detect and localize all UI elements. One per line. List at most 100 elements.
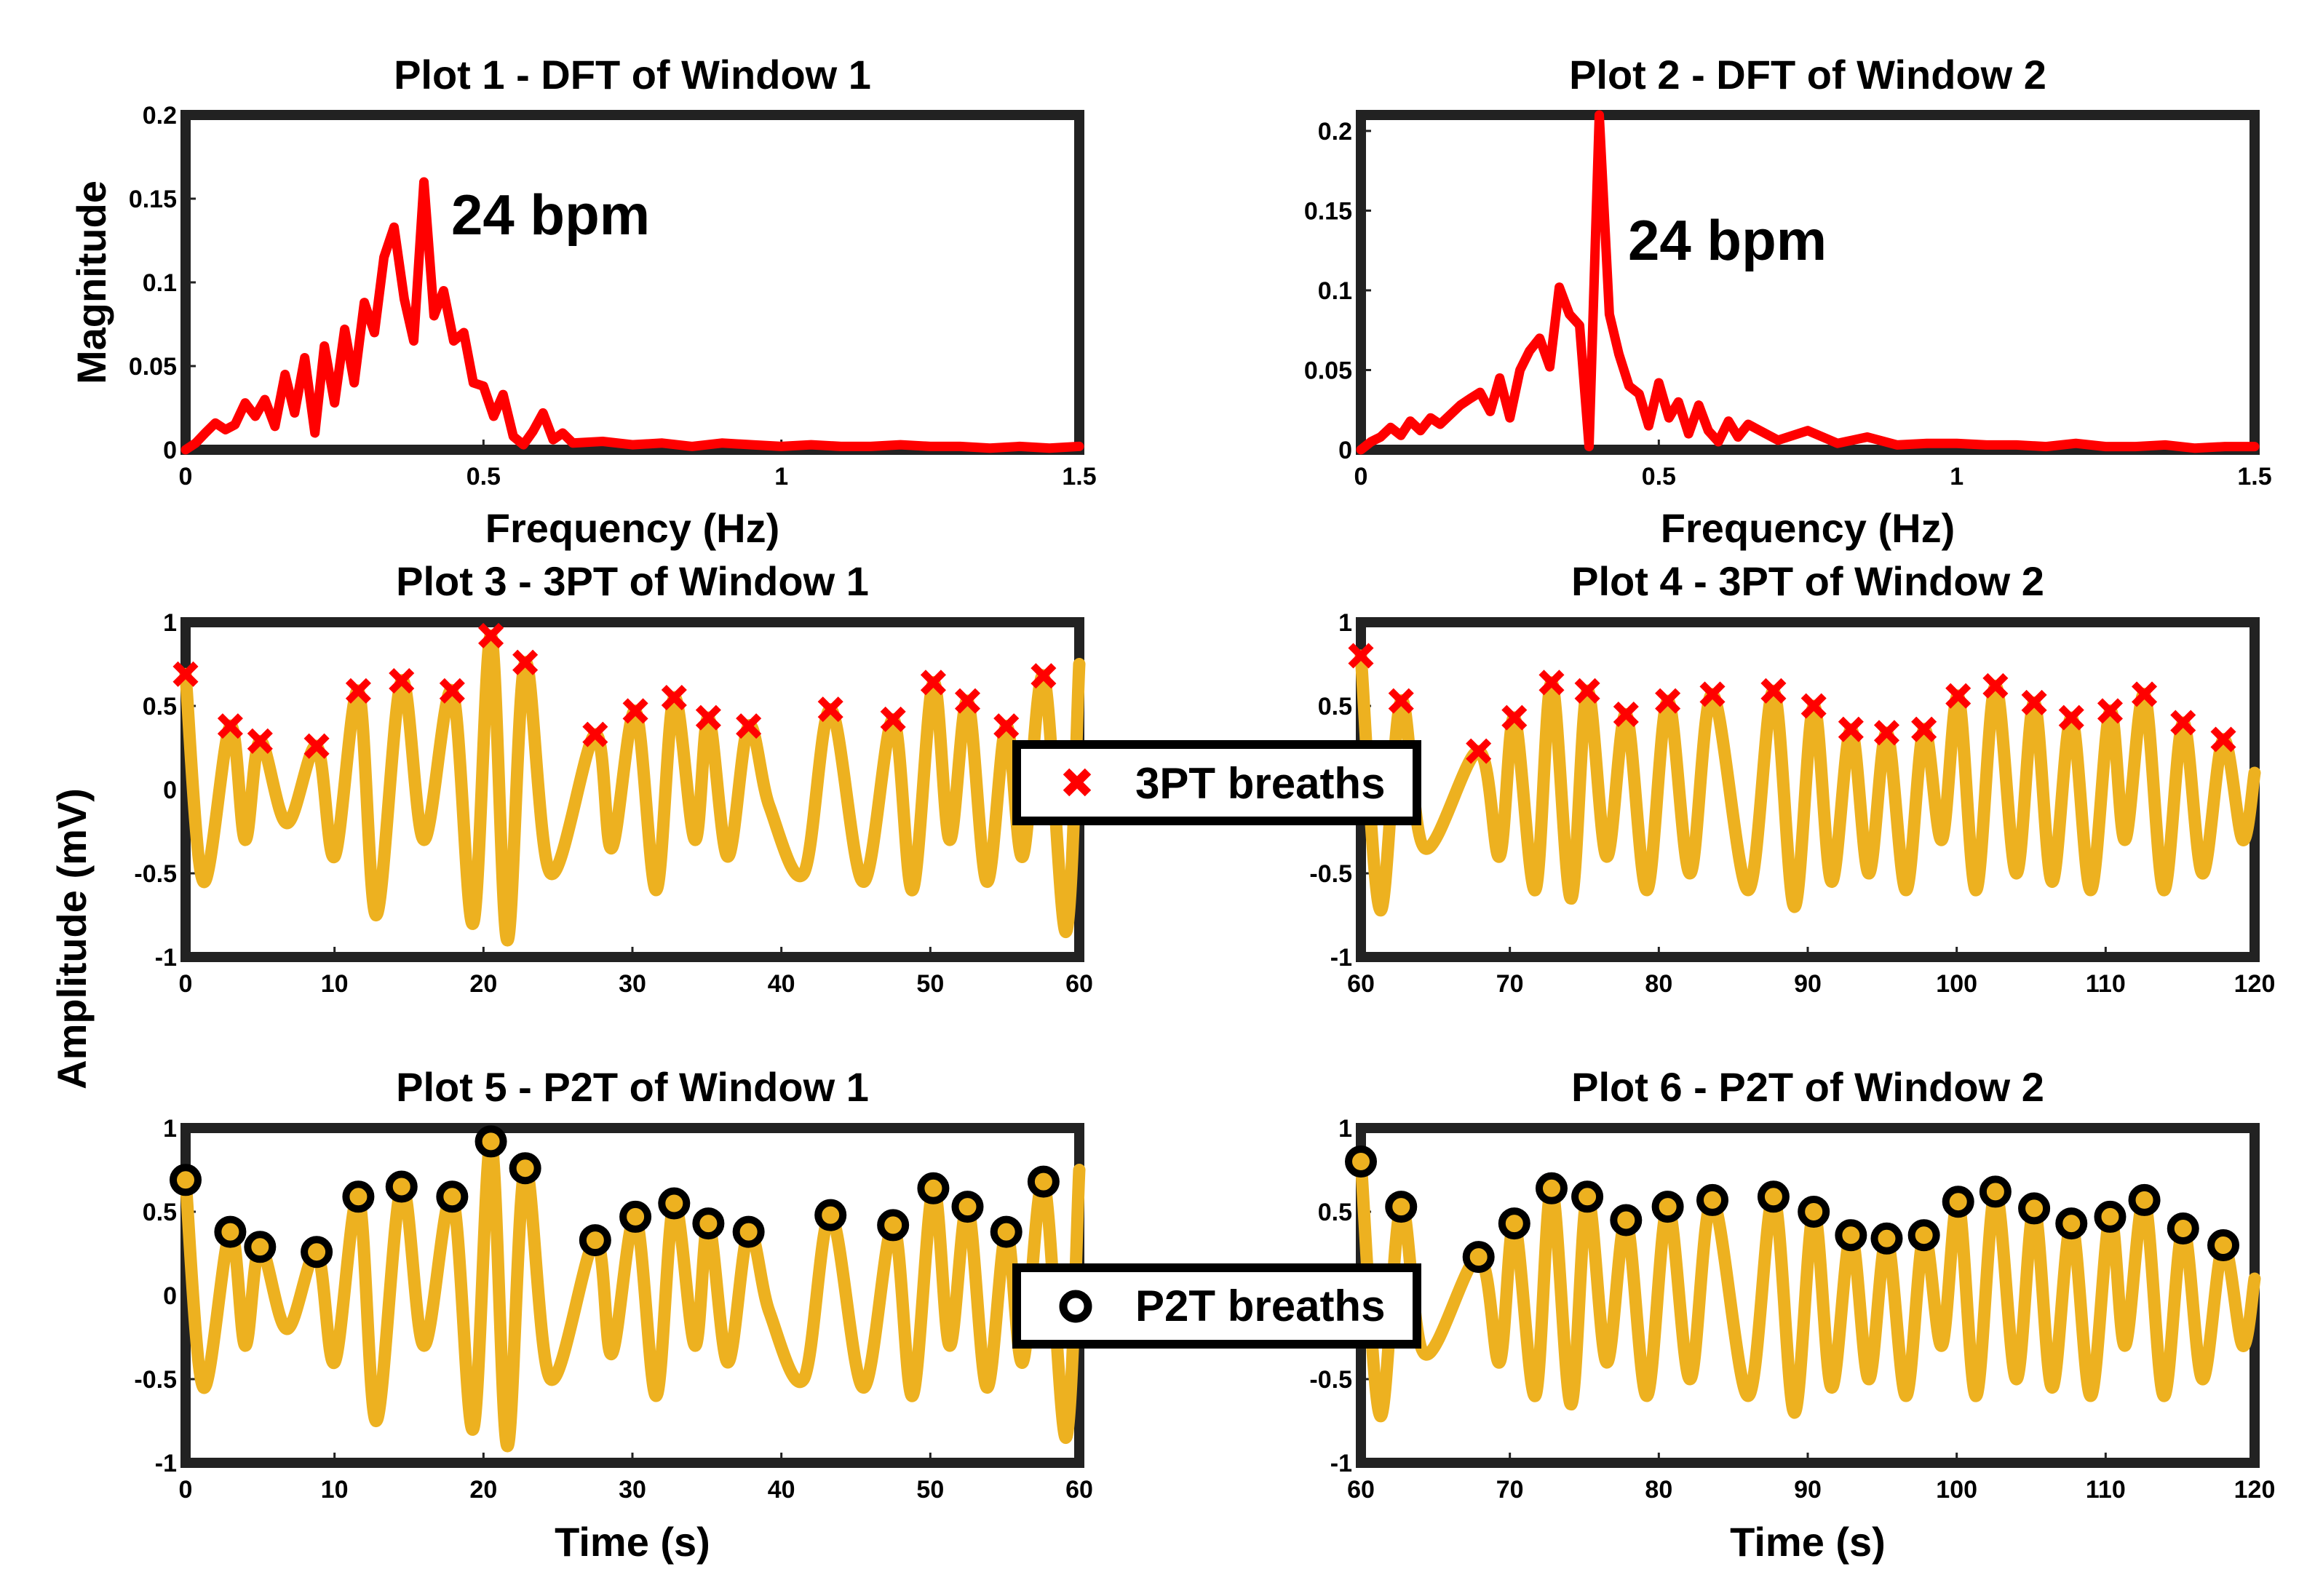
plot6-ytick-label: 1	[1338, 1115, 1352, 1143]
plot3-breath-x-marker	[1031, 663, 1057, 689]
plot2-ytick-label: 0.05	[1304, 357, 1352, 384]
plot3-breath-x-marker	[880, 706, 906, 732]
plot6-xlabel: Time (s)	[1730, 1519, 1886, 1565]
plot6-ytick-label: -0.5	[1309, 1366, 1352, 1394]
plot5-breath-o-marker	[244, 1231, 277, 1263]
plot2-ytick-label: 0	[1338, 437, 1352, 464]
plot6-title: Plot 6 - P2T of Window 2	[1571, 1064, 2044, 1110]
plot3-breath-x-marker	[622, 698, 648, 724]
plot3-breath-x-marker	[247, 728, 273, 754]
plot6-breath-o-marker	[1696, 1183, 1729, 1216]
plot5-xtick-label: 50	[916, 1476, 944, 1504]
plot2-ytick-label: 0.15	[1304, 197, 1352, 225]
plot5-breath-o-marker	[951, 1191, 984, 1223]
plot1-dft-line	[180, 177, 1084, 455]
plot3-xtick-label: 20	[469, 970, 497, 998]
plot4-breath-x-marker	[1945, 683, 1971, 709]
plot2-marks: 0 0.5 1 1.5 0 0.05 0.1 0.15 0.2	[1304, 110, 2272, 491]
plot2-xtick-label: 0.5	[1642, 463, 1676, 491]
plot5-xtick-label: 40	[768, 1476, 795, 1504]
legend-3pt-label: 3PT breaths	[1135, 759, 1385, 808]
plot1-title: Plot 1 - DFT of Window 1	[394, 52, 871, 98]
plot2-xlabel: Frequency (Hz)	[1661, 505, 1955, 551]
plot5-ytick-label: 0.5	[143, 1199, 177, 1226]
plot5-signal-line	[179, 1135, 1086, 1453]
plot3-ytick-label: 1	[163, 609, 177, 637]
amplitude-ylabel: Amplitude (mV)	[49, 788, 95, 1089]
plot4-breath-x-marker	[1838, 716, 1864, 742]
plot4-breath-x-marker	[2021, 689, 2047, 715]
plot4-xtick-label: 110	[2086, 970, 2126, 998]
plot5-breath-o-marker	[301, 1236, 333, 1269]
plot6-xtick-label: 120	[2234, 1476, 2276, 1504]
plot6-breath-o-marker	[1462, 1241, 1495, 1274]
plot6-xtick-label: 100	[1936, 1476, 1977, 1504]
plot6-breath-o-marker	[1571, 1180, 1604, 1213]
plot5-breath-o-marker	[732, 1215, 765, 1248]
plot6-breath-o-marker	[2128, 1183, 2161, 1216]
plot1-ytick-label: 0	[163, 437, 177, 464]
plot4-title: Plot 4 - 3PT of Window 2	[1571, 558, 2044, 604]
plot2-title: Plot 2 - DFT of Window 2	[1569, 52, 2046, 98]
plot6-breath-o-marker	[2167, 1212, 2199, 1244]
plot1-ytick-label: 0.1	[143, 269, 177, 297]
plot3-ytick-label: -0.5	[134, 860, 177, 888]
plot3-breath-x-marker	[303, 733, 330, 759]
plot5-xlabel: Time (s)	[555, 1519, 710, 1565]
plot6-breath-o-marker	[2094, 1200, 2127, 1233]
legend-p2t-o-marker	[1059, 1290, 1092, 1323]
plot5-breath-o-marker	[619, 1200, 652, 1233]
plot3-xtick-label: 30	[619, 970, 646, 998]
plot6-breath-o-marker	[2018, 1192, 2051, 1225]
plot1-ytick-label: 0.2	[143, 102, 177, 130]
plot1-xtick-label: 0	[179, 463, 193, 491]
plot4-breath-x-marker	[1501, 704, 1528, 731]
plot3-breath-x-marker	[661, 684, 687, 711]
plot3-breath-x-marker	[345, 678, 371, 704]
plot2-dft-line	[1356, 110, 2260, 455]
plot6-breath-o-marker	[1757, 1180, 1790, 1213]
plot4-breath-x-marker	[1466, 738, 1492, 764]
plot3-xtick-label: 60	[1065, 970, 1093, 998]
plot3-ytick-label: 0.5	[143, 693, 177, 720]
plot1-xtick-label: 1.5	[1062, 463, 1096, 491]
plot5-xtick-label: 30	[619, 1476, 646, 1504]
plot5-breath-o-marker	[917, 1172, 950, 1204]
plot3-breath-x-marker	[695, 704, 721, 731]
plot4-breath-x-marker	[1348, 643, 1374, 669]
plot5-ytick-label: -0.5	[134, 1366, 177, 1394]
plot3-title: Plot 3 - 3PT of Window 1	[396, 558, 869, 604]
plot3-marks: 0 10 20 30 40 50 60 -1 -0.5 0 0.5 1	[134, 609, 1093, 998]
plot4-ytick-label: 1	[1338, 609, 1352, 637]
plot3-breath-x-marker	[993, 713, 1020, 739]
plot4-breath-x-marker	[2132, 681, 2158, 707]
plot6-breath-o-marker	[1942, 1186, 1974, 1218]
plot5-breath-o-marker	[214, 1215, 247, 1248]
plot4-ytick-label: -0.5	[1309, 860, 1352, 888]
plot6-ytick-label: -1	[1330, 1450, 1352, 1477]
plot6-breath-o-marker	[1870, 1222, 1903, 1255]
plot2-annotation: 24 bpm	[1628, 208, 1827, 272]
plot3-breath-x-marker	[736, 713, 762, 739]
plot5-breath-o-marker	[436, 1180, 469, 1213]
plot5-breath-o-marker	[170, 1164, 202, 1196]
plot6-breath-o-marker	[1979, 1175, 2012, 1208]
plot3-ytick-label: -1	[155, 944, 177, 972]
plot4-breath-x-marker	[2058, 704, 2084, 731]
legend-p2t-label: P2T breaths	[1135, 1282, 1385, 1330]
plot5-breath-o-marker	[509, 1152, 541, 1185]
plot1-xtick-label: 1	[774, 463, 788, 491]
plot4-breath-x-marker	[2097, 698, 2124, 724]
plot6-breath-o-marker	[1907, 1219, 1940, 1252]
plot5-breath-o-marker	[814, 1199, 847, 1231]
plot5-xtick-label: 0	[179, 1476, 193, 1504]
plot5-breath-o-marker	[579, 1224, 611, 1257]
plot6-breath-o-marker	[1798, 1196, 1830, 1228]
plot2-frame	[1356, 110, 2260, 455]
plot6-breath-o-marker	[1610, 1204, 1643, 1236]
plot2-xtick-label: 1.5	[2237, 463, 2271, 491]
plot1-annotation: 24 bpm	[451, 183, 650, 247]
plot6-breath-o-marker	[1345, 1146, 1377, 1178]
plot5-ytick-label: 0	[163, 1282, 177, 1310]
